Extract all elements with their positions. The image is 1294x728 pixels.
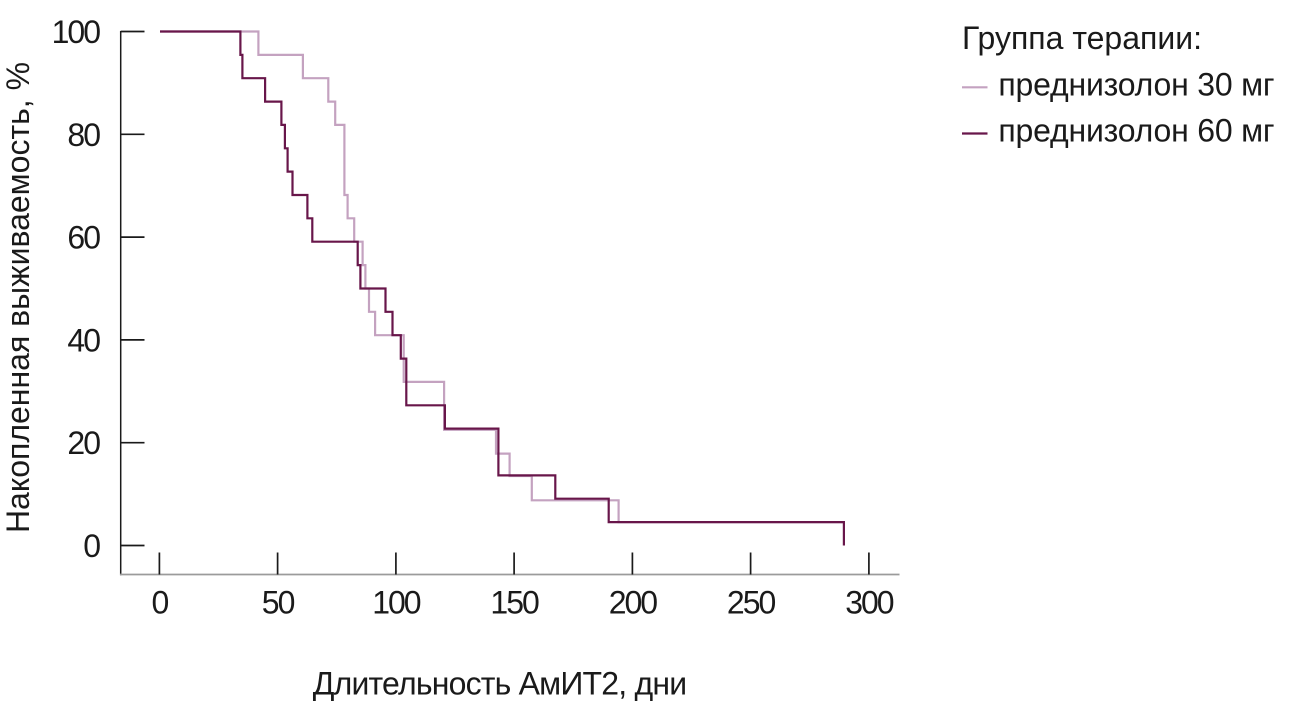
- svg-text:150: 150: [490, 585, 539, 621]
- svg-text:50: 50: [262, 585, 295, 621]
- svg-text:Длительность АмИТ2, дни: Длительность АмИТ2, дни: [313, 666, 687, 702]
- svg-text:200: 200: [609, 585, 658, 621]
- svg-text:преднизолон 60 мг: преднизолон 60 мг: [998, 113, 1274, 149]
- svg-text:250: 250: [727, 585, 776, 621]
- svg-text:преднизолон 30 мг: преднизолон 30 мг: [998, 66, 1274, 102]
- svg-text:Группа терапии:: Группа терапии:: [962, 20, 1202, 56]
- svg-text:0: 0: [152, 585, 169, 621]
- svg-text:100: 100: [52, 14, 101, 50]
- svg-text:40: 40: [67, 322, 100, 358]
- svg-text:Накопленная выживаемость, %: Накопленная выживаемость, %: [0, 62, 36, 533]
- svg-text:60: 60: [67, 220, 100, 256]
- svg-text:80: 80: [67, 117, 100, 153]
- svg-text:0: 0: [83, 528, 100, 564]
- svg-text:300: 300: [845, 585, 894, 621]
- svg-text:100: 100: [372, 585, 421, 621]
- svg-text:20: 20: [67, 425, 100, 461]
